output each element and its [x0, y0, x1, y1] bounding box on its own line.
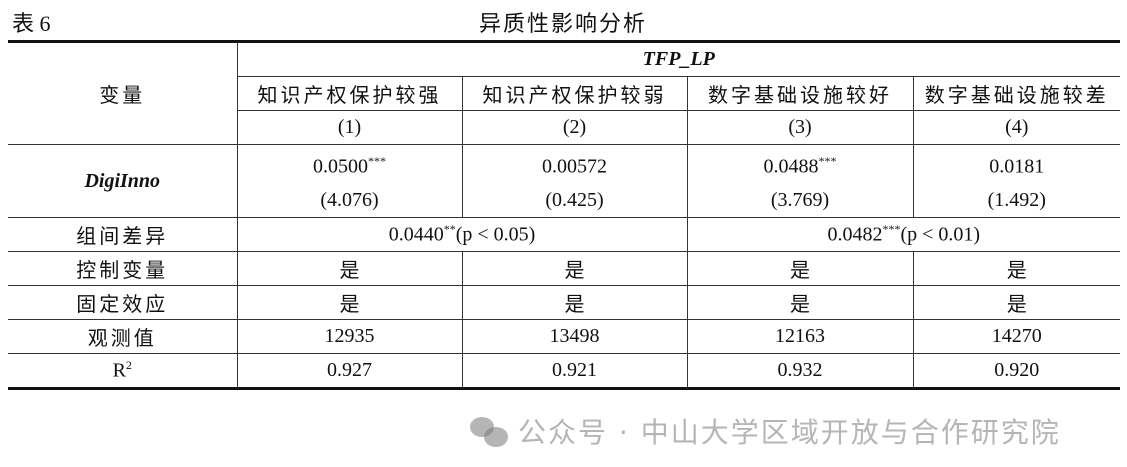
- header-row-columns: (1) (2) (3) (4): [8, 110, 1120, 145]
- t-value: (3.769): [770, 188, 830, 211]
- cell: 0.927: [236, 353, 463, 389]
- r2-superscript: 2: [125, 358, 132, 373]
- cell: 12935: [236, 319, 463, 354]
- watermark: 公众号 · 中山大学区域开放与合作研究院: [470, 415, 1061, 451]
- cell: 是: [461, 251, 688, 286]
- table-row-observations: 观测值 12935 13498 12163 14270: [8, 319, 1120, 354]
- cell: 是: [461, 285, 688, 320]
- diff-value: 0.0482: [827, 223, 883, 246]
- group-diff-cell: 0.0440**(p < 0.05): [236, 217, 688, 252]
- group-header: 数字基础设施较好: [686, 76, 914, 111]
- significance-stars: ***: [368, 154, 386, 169]
- r2-label: R: [112, 359, 126, 382]
- p-value: (p < 0.01): [900, 223, 981, 246]
- coef-value: 0.0500: [313, 155, 368, 178]
- group-header: 知识产权保护较弱: [461, 76, 688, 111]
- t-value: (4.076): [320, 188, 379, 211]
- column-number: (4): [912, 110, 1120, 145]
- cell: 12163: [686, 319, 914, 354]
- cell: 13498: [461, 319, 688, 354]
- row-label: DigiInno: [8, 144, 238, 218]
- variable-header: 变量: [8, 41, 238, 145]
- dependent-variable-header: TFP_LP: [236, 41, 1120, 77]
- column-number: (2): [461, 110, 688, 145]
- cell: 是: [236, 251, 463, 286]
- cell: 是: [686, 285, 914, 320]
- table-row-group-diff: 组间差异 0.0440**(p < 0.05) 0.0482***(p < 0.…: [8, 217, 1120, 252]
- cell: 14270: [912, 319, 1120, 354]
- coef-value: 0.00572: [542, 155, 607, 178]
- cell: 是: [686, 251, 914, 286]
- cell: 是: [912, 251, 1120, 286]
- group-diff-cell: 0.0482***(p < 0.01): [686, 217, 1120, 252]
- cell: 是: [236, 285, 463, 320]
- cell: 0.932: [686, 353, 914, 389]
- significance-stars: ***: [818, 154, 837, 169]
- diff-value: 0.0440: [388, 223, 444, 246]
- table-row-controls: 控制变量 是 是 是 是: [8, 251, 1120, 286]
- column-number: (1): [237, 110, 463, 145]
- watermark-text: 公众号 · 中山大学区域开放与合作研究院: [518, 416, 1061, 449]
- significance-stars: ***: [882, 222, 901, 237]
- coef-value: 0.0488: [763, 155, 819, 178]
- table-title: 异质性影响分析: [478, 11, 647, 36]
- group-header: 知识产权保护较强: [237, 76, 463, 111]
- p-value: (p < 0.05): [455, 223, 536, 246]
- row-label: 固定效应: [8, 285, 238, 320]
- coef-cell: 0.0181 (1.492): [912, 144, 1120, 218]
- coef-cell: 0.0488*** (3.769): [686, 144, 914, 218]
- significance-stars: **: [443, 222, 456, 237]
- header-row-dependent: 变量 TFP_LP: [8, 41, 1120, 145]
- table-row-digiinno: DigiInno 0.0500*** (4.076) 0.00572 (0.425)…: [8, 144, 1120, 218]
- t-value: (1.492): [987, 188, 1046, 211]
- table-number: 表 6: [12, 11, 51, 36]
- row-label: 组间差异: [8, 217, 238, 252]
- cell: 0.921: [461, 353, 688, 389]
- results-table: 变量 TFP_LP 知识产权保护较强 知识产权保护较弱 数字基础设施较好 数字基…: [8, 40, 1120, 390]
- cell: 是: [912, 285, 1120, 320]
- t-value: (0.425): [545, 188, 604, 211]
- coef-value: 0.0181: [989, 155, 1045, 178]
- coef-cell: 0.0500*** (4.076): [236, 144, 463, 218]
- row-label: 控制变量: [8, 251, 238, 286]
- table-row-fixed-effects: 固定效应 是 是 是 是: [8, 285, 1120, 320]
- row-label: R2: [8, 353, 238, 389]
- coef-cell: 0.00572 (0.425): [461, 144, 688, 218]
- cell: 0.920: [912, 353, 1120, 389]
- column-number: (3): [686, 110, 914, 145]
- group-header: 数字基础设施较差: [912, 76, 1120, 111]
- wechat-icon: [470, 417, 508, 449]
- table-row-r2: R2 0.927 0.921 0.932 0.920: [8, 353, 1120, 389]
- row-label: 观测值: [8, 319, 238, 354]
